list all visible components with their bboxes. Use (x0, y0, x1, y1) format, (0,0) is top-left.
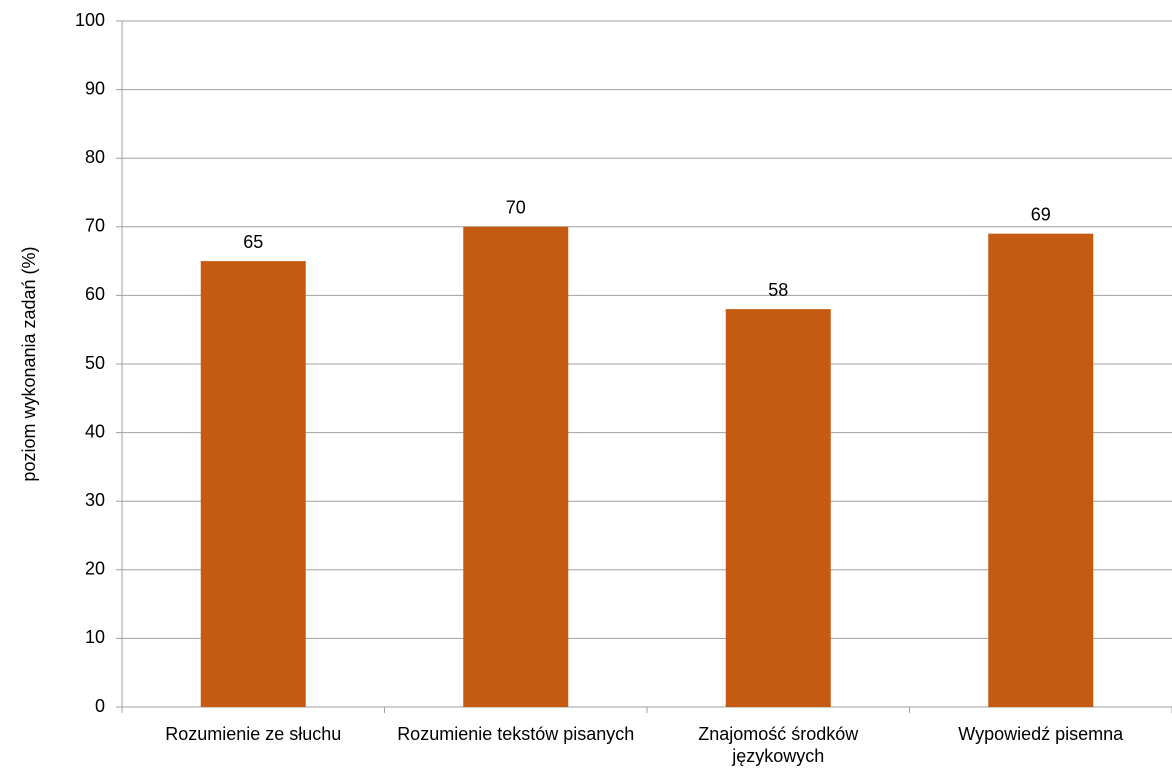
y-tick-label: 40 (85, 421, 105, 441)
x-tick-label: Rozumienie ze słuchu (165, 724, 342, 744)
x-tick-label: Rozumienie tekstów pisanych (397, 724, 635, 744)
value-label: 58 (768, 280, 788, 300)
y-tick-label: 50 (85, 353, 105, 373)
value-label: 69 (1031, 204, 1051, 224)
bar (463, 226, 569, 708)
bar (988, 233, 1094, 707)
y-tick-label: 100 (75, 10, 105, 30)
bar (200, 261, 306, 707)
bar (725, 309, 831, 707)
value-label: 65 (243, 232, 263, 252)
y-tick-label: 10 (85, 627, 105, 647)
y-tick-label: 20 (85, 559, 105, 579)
y-tick-label: 80 (85, 147, 105, 167)
y-tick-label: 0 (95, 696, 105, 716)
x-tick-label: Wypowiedź pisemna (958, 724, 1124, 744)
y-tick-label: 30 (85, 490, 105, 510)
y-tick-label: 70 (85, 216, 105, 236)
x-tick-label: Znajomość środków językowych (698, 724, 859, 766)
y-tick-label: 60 (85, 284, 105, 304)
y-tick-label: 90 (85, 78, 105, 98)
value-label: 70 (506, 198, 526, 218)
y-axis-title: poziom wykonania zadań (%) (19, 246, 39, 481)
